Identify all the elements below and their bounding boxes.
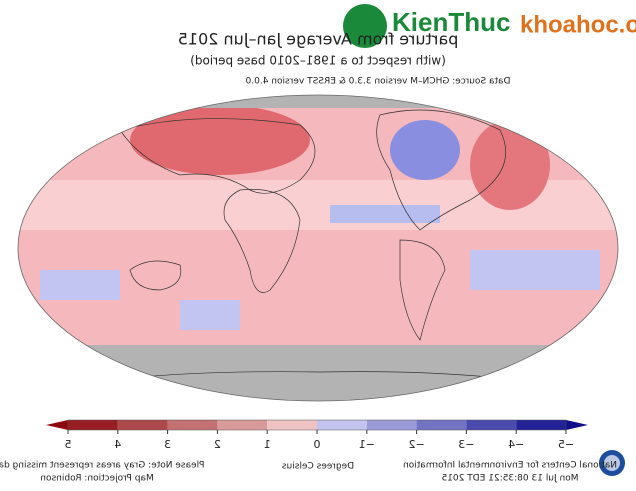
colorbar-label: Degrees Celsius xyxy=(282,462,355,472)
colorbar-tick-label: −5 xyxy=(558,438,574,451)
colorbar-tick-label: 1 xyxy=(264,438,271,451)
colorbar-tick-label: 3 xyxy=(164,438,171,451)
credit: National Centers for Environmental Infor… xyxy=(403,461,617,471)
map-outline xyxy=(17,94,619,402)
colorbar-segment xyxy=(416,420,467,430)
missing-data xyxy=(18,345,618,401)
colorbar-segment xyxy=(516,420,566,430)
coastlines xyxy=(109,109,507,381)
colorbar-tick-label: 4 xyxy=(114,438,121,451)
watermark-logo xyxy=(343,4,387,48)
note: Please Note: Gray areas represent missin… xyxy=(0,461,205,471)
colorbar-end xyxy=(46,420,68,430)
cool-region xyxy=(470,250,600,290)
colorbar-segment xyxy=(117,420,168,430)
cool-region xyxy=(390,120,460,180)
cool-region xyxy=(180,300,240,330)
colorbar-segment xyxy=(466,420,517,430)
cool-region xyxy=(330,205,440,223)
credit: Mon Jul 13 08:35:21 EDT 2015 xyxy=(441,474,578,484)
colorbar-segment xyxy=(317,420,367,430)
colorbar-segment xyxy=(366,420,417,430)
colorbar-tick-label: −2 xyxy=(408,438,424,451)
colorbar-tick-label: 5 xyxy=(65,438,72,451)
colorbar-end xyxy=(566,420,588,430)
colorbar-tick-label: 2 xyxy=(214,438,221,451)
watermark-text: KienThuc xyxy=(392,7,510,37)
colorbar-segment xyxy=(68,420,118,430)
colorbar-tick-label: 0 xyxy=(314,438,321,451)
colorbar-tick-label: −1 xyxy=(359,438,375,451)
colorbar-segment xyxy=(267,420,317,430)
data-source: Data Source: GHCN–M version 3.3.0 & ERSS… xyxy=(245,77,510,87)
colorbar-segment xyxy=(217,420,268,430)
warm-region xyxy=(130,105,310,175)
note: Map Projection: Robinson xyxy=(40,474,153,484)
colorbar-tick-label: −4 xyxy=(508,438,524,451)
colorbar-tick-label: −3 xyxy=(458,438,474,451)
cool-region xyxy=(40,270,120,300)
colorbar-segment xyxy=(167,420,218,430)
missing-data xyxy=(18,95,618,108)
warm-region xyxy=(470,120,550,210)
watermark-text: khoahoc.org xyxy=(520,11,636,38)
map xyxy=(18,95,618,401)
title: parture from Average Jan–Jun 2015 xyxy=(178,30,459,49)
noaa-logo-inner xyxy=(604,455,620,471)
subtitle: (with respect to a 1981–2010 base period… xyxy=(190,54,446,68)
colorbar: 5 4 3 2 1 0 −1 −2 −3 −4 −5 xyxy=(46,419,588,451)
